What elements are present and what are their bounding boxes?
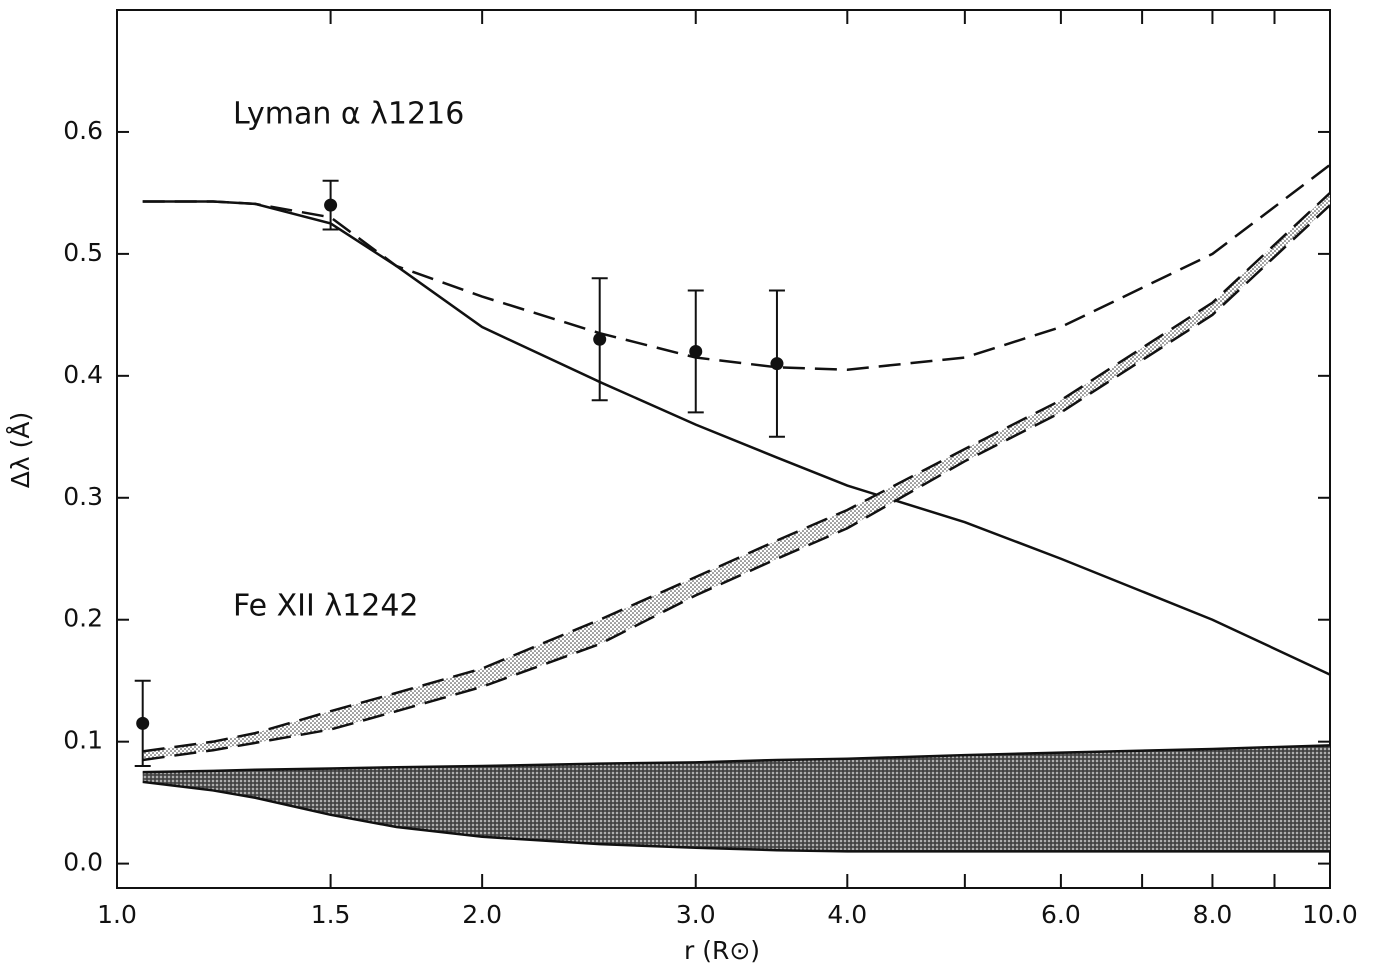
x-tick-label: 1.5 [311,900,351,929]
x-tick-label: 8.0 [1193,900,1233,929]
y-tick-label: 0.5 [63,238,103,267]
annotation: Lyman α λ1216 [233,97,464,132]
y-tick-label: 0.1 [63,726,103,755]
x-tick-label: 4.0 [827,900,867,929]
x-tick-label: 6.0 [1041,900,1081,929]
x-axis-label: r (R⊙) [684,936,760,965]
curve [142,192,1331,753]
data-point [136,716,150,730]
band-fill [142,192,1330,760]
data-point [770,357,784,371]
plot-frame [116,9,1331,889]
y-tick-label: 0.3 [63,482,103,511]
curve [142,744,1331,774]
x-tick-label: 1.0 [97,900,137,929]
curve [142,200,1331,676]
data-point [324,198,338,212]
band-fill [142,745,1330,852]
annotation: Fe XII λ1242 [233,589,419,624]
curve [142,780,1330,853]
y-tick-label: 0.0 [63,848,103,877]
y-tick-label: 0.4 [63,360,103,389]
y-tick-label: 0.2 [63,604,103,633]
data-point [689,344,703,358]
curve [142,163,1331,371]
x-tick-label: 2.0 [462,900,502,929]
x-tick-label: 3.0 [676,900,716,929]
y-tick-label: 0.6 [63,116,103,145]
curve [142,204,1331,762]
x-tick-label: 10.0 [1302,900,1358,929]
y-axis-label: Δλ (Å) [6,412,35,488]
data-point [593,332,607,346]
